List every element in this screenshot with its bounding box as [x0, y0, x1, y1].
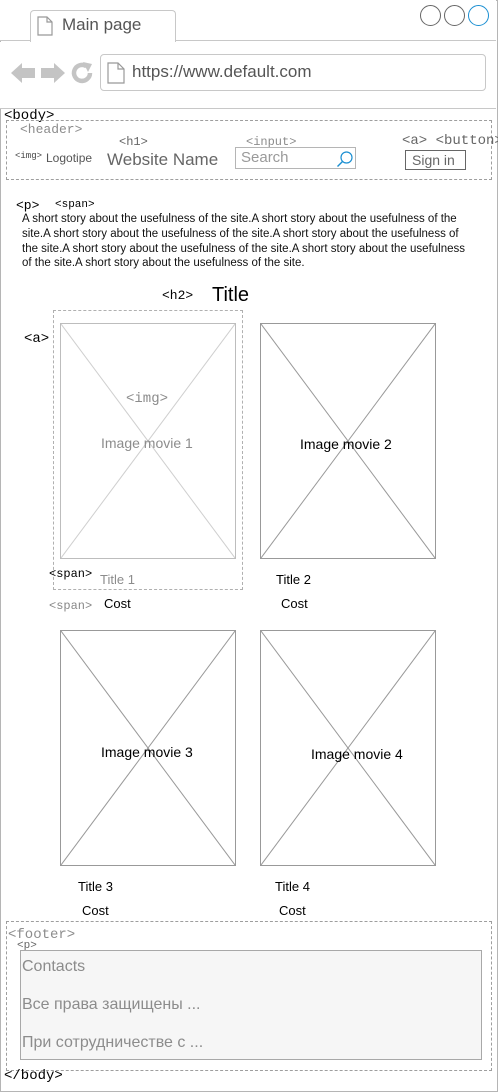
site-name[interactable]: Website Name: [107, 150, 219, 169]
image-placeholder-icon: [61, 631, 235, 865]
movie-cost: Cost: [281, 596, 308, 611]
img-tag: <img>: [126, 391, 169, 407]
browser-tab[interactable]: [30, 10, 176, 42]
movie-card-image[interactable]: [260, 630, 436, 866]
sign-in-button[interactable]: [405, 150, 466, 170]
movie-cost: Cost: [82, 903, 109, 918]
movie-cost: Cost: [104, 596, 131, 611]
movie-image-label: Image movie 3: [101, 744, 193, 760]
movie-link-region: [53, 310, 243, 590]
search-icon[interactable]: [336, 150, 354, 168]
movie-title[interactable]: Title 2: [276, 572, 311, 587]
header-region: [6, 120, 492, 180]
tab-title: Main page: [62, 15, 142, 34]
window-button-2[interactable]: [444, 5, 465, 26]
search-placeholder: Search: [241, 149, 289, 166]
span-cost-tag: <span>: [49, 599, 93, 613]
movie-image-label: Image movie 1: [101, 435, 193, 451]
movie-cost: Cost: [279, 903, 306, 918]
address-bar[interactable]: [100, 54, 486, 91]
page-icon: [37, 16, 53, 36]
page-icon: [107, 62, 125, 84]
logo[interactable]: Logotipe: [46, 151, 93, 165]
window-button-3[interactable]: [468, 5, 489, 26]
movie-title[interactable]: Title 4: [275, 879, 310, 894]
back-arrow-icon[interactable]: [10, 62, 36, 84]
footer-tag: <footer>: [8, 927, 76, 943]
footer-rights: Все права защищены ...: [22, 996, 201, 1013]
footer-p-tag: <p>: [17, 940, 37, 952]
p-tag: <p>: [16, 198, 40, 213]
movie-title[interactable]: Title 3: [78, 879, 113, 894]
intro-paragraph: A short story about the usefulness of th…: [22, 213, 466, 270]
h1-tag: <h1>: [119, 135, 148, 149]
footer-cooperation: При сотрудничестве с ...: [22, 1034, 204, 1051]
image-placeholder-icon: [61, 324, 235, 558]
search-input[interactable]: [235, 147, 356, 169]
footer-panel: [20, 950, 482, 1060]
movie-card-image[interactable]: [60, 630, 236, 866]
image-placeholder-icon: [261, 324, 435, 558]
movie-card-image[interactable]: [60, 323, 236, 559]
section-title: Title: [212, 284, 250, 306]
img-tag-small: <img>: [15, 151, 43, 161]
body-close-tag: </body>: [4, 1068, 63, 1084]
h2-tag: <h2>: [162, 288, 194, 303]
forward-arrow-icon[interactable]: [40, 62, 66, 84]
movie-image-label: Image movie 2: [300, 436, 392, 452]
a-tag: <a>: [24, 331, 50, 347]
movie-card-image[interactable]: [260, 323, 436, 559]
url-text: https://www.default.com: [132, 62, 312, 81]
footer-region: [6, 921, 492, 1071]
window-button-1[interactable]: [420, 5, 441, 26]
footer-contacts[interactable]: Contacts: [22, 958, 86, 975]
a-button-tag: <a> <button>: [402, 133, 498, 149]
sign-in-label: Sign in: [412, 152, 455, 168]
header-tag: <header>: [20, 122, 83, 137]
span-tag: <span>: [55, 199, 95, 211]
image-placeholder-icon: [261, 631, 435, 865]
span-title-tag: <span>: [49, 567, 93, 581]
input-tag: <input>: [246, 135, 297, 149]
reload-icon[interactable]: [70, 61, 94, 85]
movie-image-label: Image movie 4: [311, 746, 403, 762]
movie-title[interactable]: Title 1: [100, 572, 135, 587]
